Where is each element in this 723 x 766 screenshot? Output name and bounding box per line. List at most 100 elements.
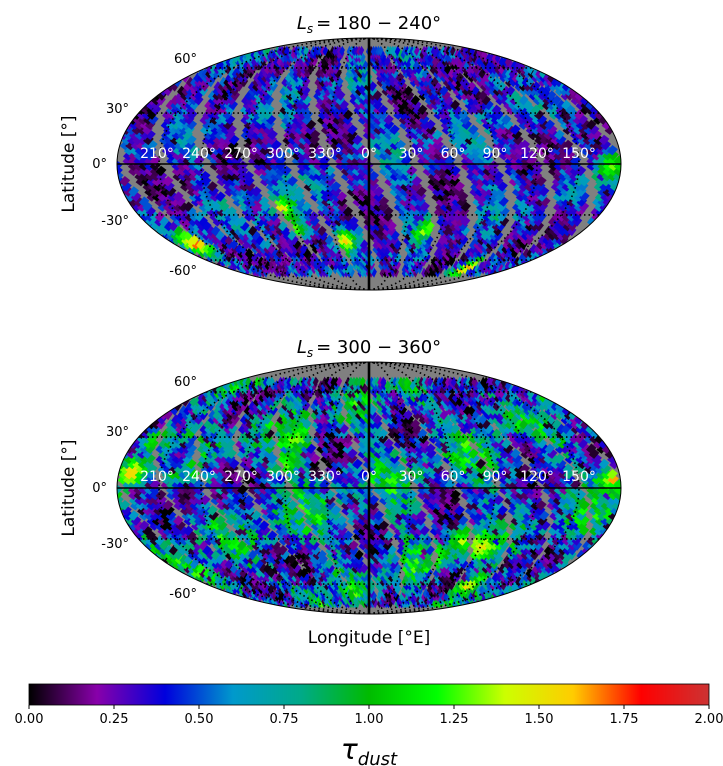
- dust-cell: [556, 99, 567, 111]
- dust-cell: [436, 60, 444, 71]
- dust-cell: [591, 129, 602, 140]
- dust-cell: [425, 221, 435, 232]
- dust-cell: [305, 119, 317, 130]
- dust-cell: [488, 165, 499, 177]
- dust-cell: [486, 104, 497, 115]
- dust-cell: [395, 150, 407, 161]
- dust-cell: [383, 206, 394, 217]
- dust-cell: [526, 155, 538, 166]
- dust-cell: [164, 181, 175, 192]
- dust-cell: [348, 216, 359, 227]
- dust-cell: [219, 76, 228, 88]
- dust-cell: [264, 260, 272, 271]
- dust-cell: [417, 68, 426, 79]
- dust-cell: [488, 52, 495, 63]
- dust-cell: [531, 81, 541, 92]
- dust-cell: [164, 221, 174, 232]
- dust-cell: [452, 260, 460, 271]
- dust-cell: [347, 124, 358, 135]
- dust-cell: [359, 239, 369, 250]
- dust-cell: [428, 56, 436, 67]
- dust-cell: [406, 170, 418, 182]
- dust-cell: [285, 49, 291, 60]
- dust-cell: [397, 76, 406, 88]
- dust-cell: [482, 155, 494, 166]
- dust-cell: [266, 49, 273, 60]
- dust-cell: [372, 90, 383, 101]
- dust-cell: [215, 230, 225, 241]
- dust-cell: [231, 155, 243, 166]
- dust-cell: [187, 109, 198, 120]
- dust-cell: [250, 186, 262, 197]
- dust-cell: [290, 234, 299, 246]
- dust-cell: [251, 252, 259, 263]
- lon-tick-label: 90°: [483, 146, 508, 162]
- dust-cell: [449, 165, 461, 177]
- dust-cell: [383, 119, 395, 130]
- dust-cell: [504, 124, 516, 135]
- dust-cell: [248, 225, 258, 237]
- dust-cell: [469, 129, 480, 140]
- dust-cell: [389, 139, 401, 151]
- dust-cell: [419, 114, 430, 125]
- dust-cell: [270, 150, 281, 161]
- dust-cell: [474, 68, 483, 79]
- dust-cell: [473, 90, 483, 101]
- dust-cell: [483, 52, 489, 63]
- dust-cell: [564, 155, 576, 166]
- dust-cell: [432, 81, 442, 92]
- dust-cell: [354, 225, 364, 237]
- dust-cell: [510, 90, 520, 101]
- dust-cell: [378, 109, 389, 120]
- dust-cell: [396, 72, 405, 83]
- dust-cell: [287, 230, 297, 241]
- dust-cell: [327, 267, 333, 278]
- dust-cell: [240, 221, 250, 232]
- dust-cell: [313, 256, 320, 267]
- dust-cell: [196, 239, 205, 250]
- dust-cell: [542, 90, 552, 101]
- dust-cell: [308, 145, 320, 156]
- dust-cell: [404, 90, 415, 101]
- dust-cell: [503, 119, 514, 130]
- dust-cell: [495, 56, 502, 67]
- dust-cell: [469, 64, 477, 75]
- dust-cell: [475, 134, 487, 146]
- dust-cell: [167, 191, 179, 202]
- dust-cell: [373, 186, 385, 197]
- dust-cell: [304, 267, 311, 278]
- dust-cell: [357, 145, 369, 156]
- dust-cell: [421, 267, 427, 278]
- dust-cell: [443, 95, 454, 106]
- dust-cell: [381, 56, 388, 67]
- dust-cell: [220, 234, 230, 246]
- dust-cell: [361, 60, 369, 71]
- dust-cell: [544, 119, 555, 130]
- dust-cell: [424, 243, 433, 255]
- dust-cell: [394, 260, 401, 271]
- dust-cell: [569, 165, 581, 177]
- dust-cell: [579, 191, 590, 202]
- dust-cell: [245, 248, 253, 259]
- dust-cell: [290, 260, 298, 271]
- dust-cell: [479, 72, 488, 83]
- dust-cell: [425, 119, 436, 130]
- dust-cell: [400, 155, 412, 166]
- dust-cell: [449, 170, 461, 182]
- dust-cell: [507, 60, 515, 71]
- dust-cell: [189, 211, 200, 222]
- dust-cell: [237, 165, 249, 177]
- dust-cell: [522, 248, 531, 259]
- dust-cell: [351, 139, 363, 151]
- dust-cell: [316, 260, 323, 271]
- dust-cell: [278, 221, 288, 232]
- dust-cell: [411, 99, 422, 111]
- dust-cell: [424, 234, 434, 246]
- dust-cell: [493, 170, 505, 182]
- dust-cell: [481, 95, 491, 106]
- dust-cell: [389, 134, 401, 146]
- dust-cell: [287, 181, 299, 192]
- dust-cell: [228, 68, 236, 79]
- dust-cell: [254, 256, 262, 267]
- dust-cell: [351, 145, 363, 156]
